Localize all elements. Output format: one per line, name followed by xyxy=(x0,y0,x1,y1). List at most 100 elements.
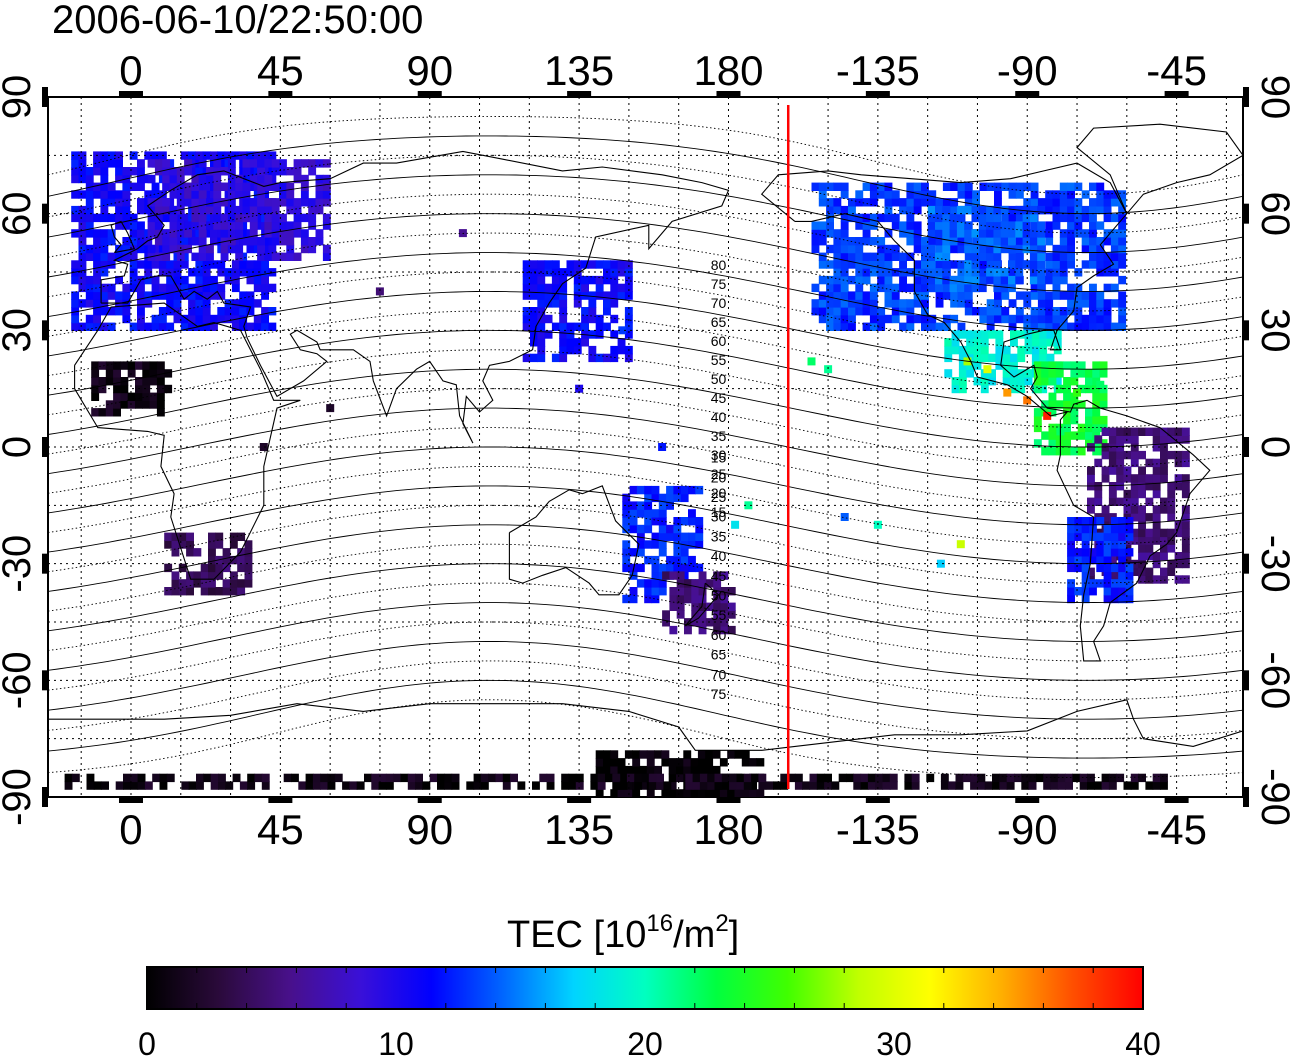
tec-cell xyxy=(966,345,975,355)
tec-cell xyxy=(669,625,678,635)
colorbar-title-unit-exponent: 2 xyxy=(715,910,728,937)
tec-cell xyxy=(884,314,893,324)
tec-cell xyxy=(198,213,207,223)
tec-cell xyxy=(1052,307,1061,316)
tec-cell xyxy=(162,182,171,191)
tec-cell xyxy=(1030,182,1039,191)
tec-cell xyxy=(1160,773,1168,783)
tec-cell xyxy=(530,307,538,316)
tec-cell xyxy=(1057,773,1066,783)
tec-cell xyxy=(1081,540,1090,549)
tec-cell xyxy=(1039,330,1048,339)
tec-cell xyxy=(300,159,309,168)
tec-cell xyxy=(257,237,265,246)
tec-cell xyxy=(956,221,965,230)
tec-cell xyxy=(1057,781,1066,790)
tec-cell xyxy=(93,260,101,269)
lat-tick-left xyxy=(42,320,48,341)
tec-cell xyxy=(1138,489,1146,499)
tec-cell xyxy=(978,229,987,238)
tec-cell xyxy=(884,275,893,285)
tec-cell xyxy=(1000,268,1009,277)
tec-cell xyxy=(787,773,796,783)
tec-cell xyxy=(322,252,331,261)
tec-cell xyxy=(654,765,662,775)
tec-cell xyxy=(246,307,255,316)
tec-cell xyxy=(573,291,582,300)
tec-cell xyxy=(257,198,265,207)
tec-cell xyxy=(721,773,730,783)
tec-cell xyxy=(1029,275,1038,285)
tec-cell xyxy=(271,182,280,191)
tec-cell xyxy=(840,213,849,223)
tec-cell xyxy=(264,213,273,223)
tec-cell xyxy=(100,268,109,277)
tec-cell xyxy=(253,283,262,293)
tec-cell xyxy=(995,345,1004,355)
tec-cell xyxy=(966,369,975,378)
tec-cell xyxy=(1010,330,1018,339)
lon-tick-bottom xyxy=(268,797,293,803)
tec-cell xyxy=(188,322,196,331)
tec-cell xyxy=(115,244,123,254)
tec-cell xyxy=(840,205,849,215)
tec-cell xyxy=(964,182,973,191)
tec-cell xyxy=(1030,314,1039,324)
tec-cell xyxy=(86,781,95,790)
tec-cell xyxy=(595,353,604,363)
tec-cell xyxy=(926,773,935,783)
tec-cell xyxy=(848,322,856,331)
tec-cell xyxy=(824,365,833,374)
tec-cell xyxy=(634,781,643,790)
tec-cell xyxy=(1181,552,1190,561)
tec-cell xyxy=(220,221,229,230)
tec-cell xyxy=(198,229,207,238)
magnetic-label: 20 xyxy=(711,485,727,501)
tec-cell xyxy=(811,237,820,246)
tec-cell xyxy=(137,229,145,238)
tec-cell xyxy=(1130,450,1139,460)
tec-cell xyxy=(195,291,204,300)
tec-cell xyxy=(1174,559,1183,569)
tec-cell xyxy=(215,571,224,580)
tec-cell xyxy=(107,198,116,207)
tec-cell xyxy=(322,159,331,168)
tec-cell xyxy=(1167,450,1176,460)
tec-cell xyxy=(1063,377,1071,386)
tec-cell xyxy=(249,213,258,223)
tec-cell xyxy=(603,765,611,775)
tec-cell xyxy=(1010,353,1018,363)
tec-cell xyxy=(949,221,958,230)
tec-cell xyxy=(135,400,143,409)
tec-cell xyxy=(1052,283,1061,293)
tec-cell xyxy=(1160,781,1168,790)
tec-cell xyxy=(1125,587,1134,596)
tec-cell xyxy=(151,275,160,285)
colorbar-title-exponent: 16 xyxy=(646,910,673,937)
tec-cell xyxy=(147,244,156,254)
tec-cell xyxy=(911,773,920,783)
tec-cell xyxy=(144,190,153,199)
tec-cell xyxy=(826,198,834,207)
tec-cell xyxy=(950,244,959,254)
tec-cell xyxy=(833,322,842,331)
tec-cell xyxy=(1024,345,1033,355)
magnetic-latitude-labels: 8075706560555045403530252015152025303540… xyxy=(711,257,727,702)
tec-cell xyxy=(1001,213,1010,223)
tec-cell xyxy=(958,330,967,339)
tec-cell xyxy=(244,563,253,573)
tec-cell xyxy=(229,579,238,588)
tec-cell xyxy=(1043,773,1052,783)
tec-cell xyxy=(522,260,531,269)
tec-cell xyxy=(958,369,967,378)
tec-cell xyxy=(210,260,218,269)
tec-cell xyxy=(137,174,145,184)
tec-cell xyxy=(680,532,689,541)
tec-cell xyxy=(1094,435,1103,444)
tec-cell xyxy=(154,237,163,246)
tec-cell xyxy=(151,314,160,324)
tec-cell xyxy=(1055,361,1064,370)
tec-cell xyxy=(1116,482,1125,491)
tec-cell xyxy=(154,221,163,230)
tec-cell xyxy=(158,260,167,269)
